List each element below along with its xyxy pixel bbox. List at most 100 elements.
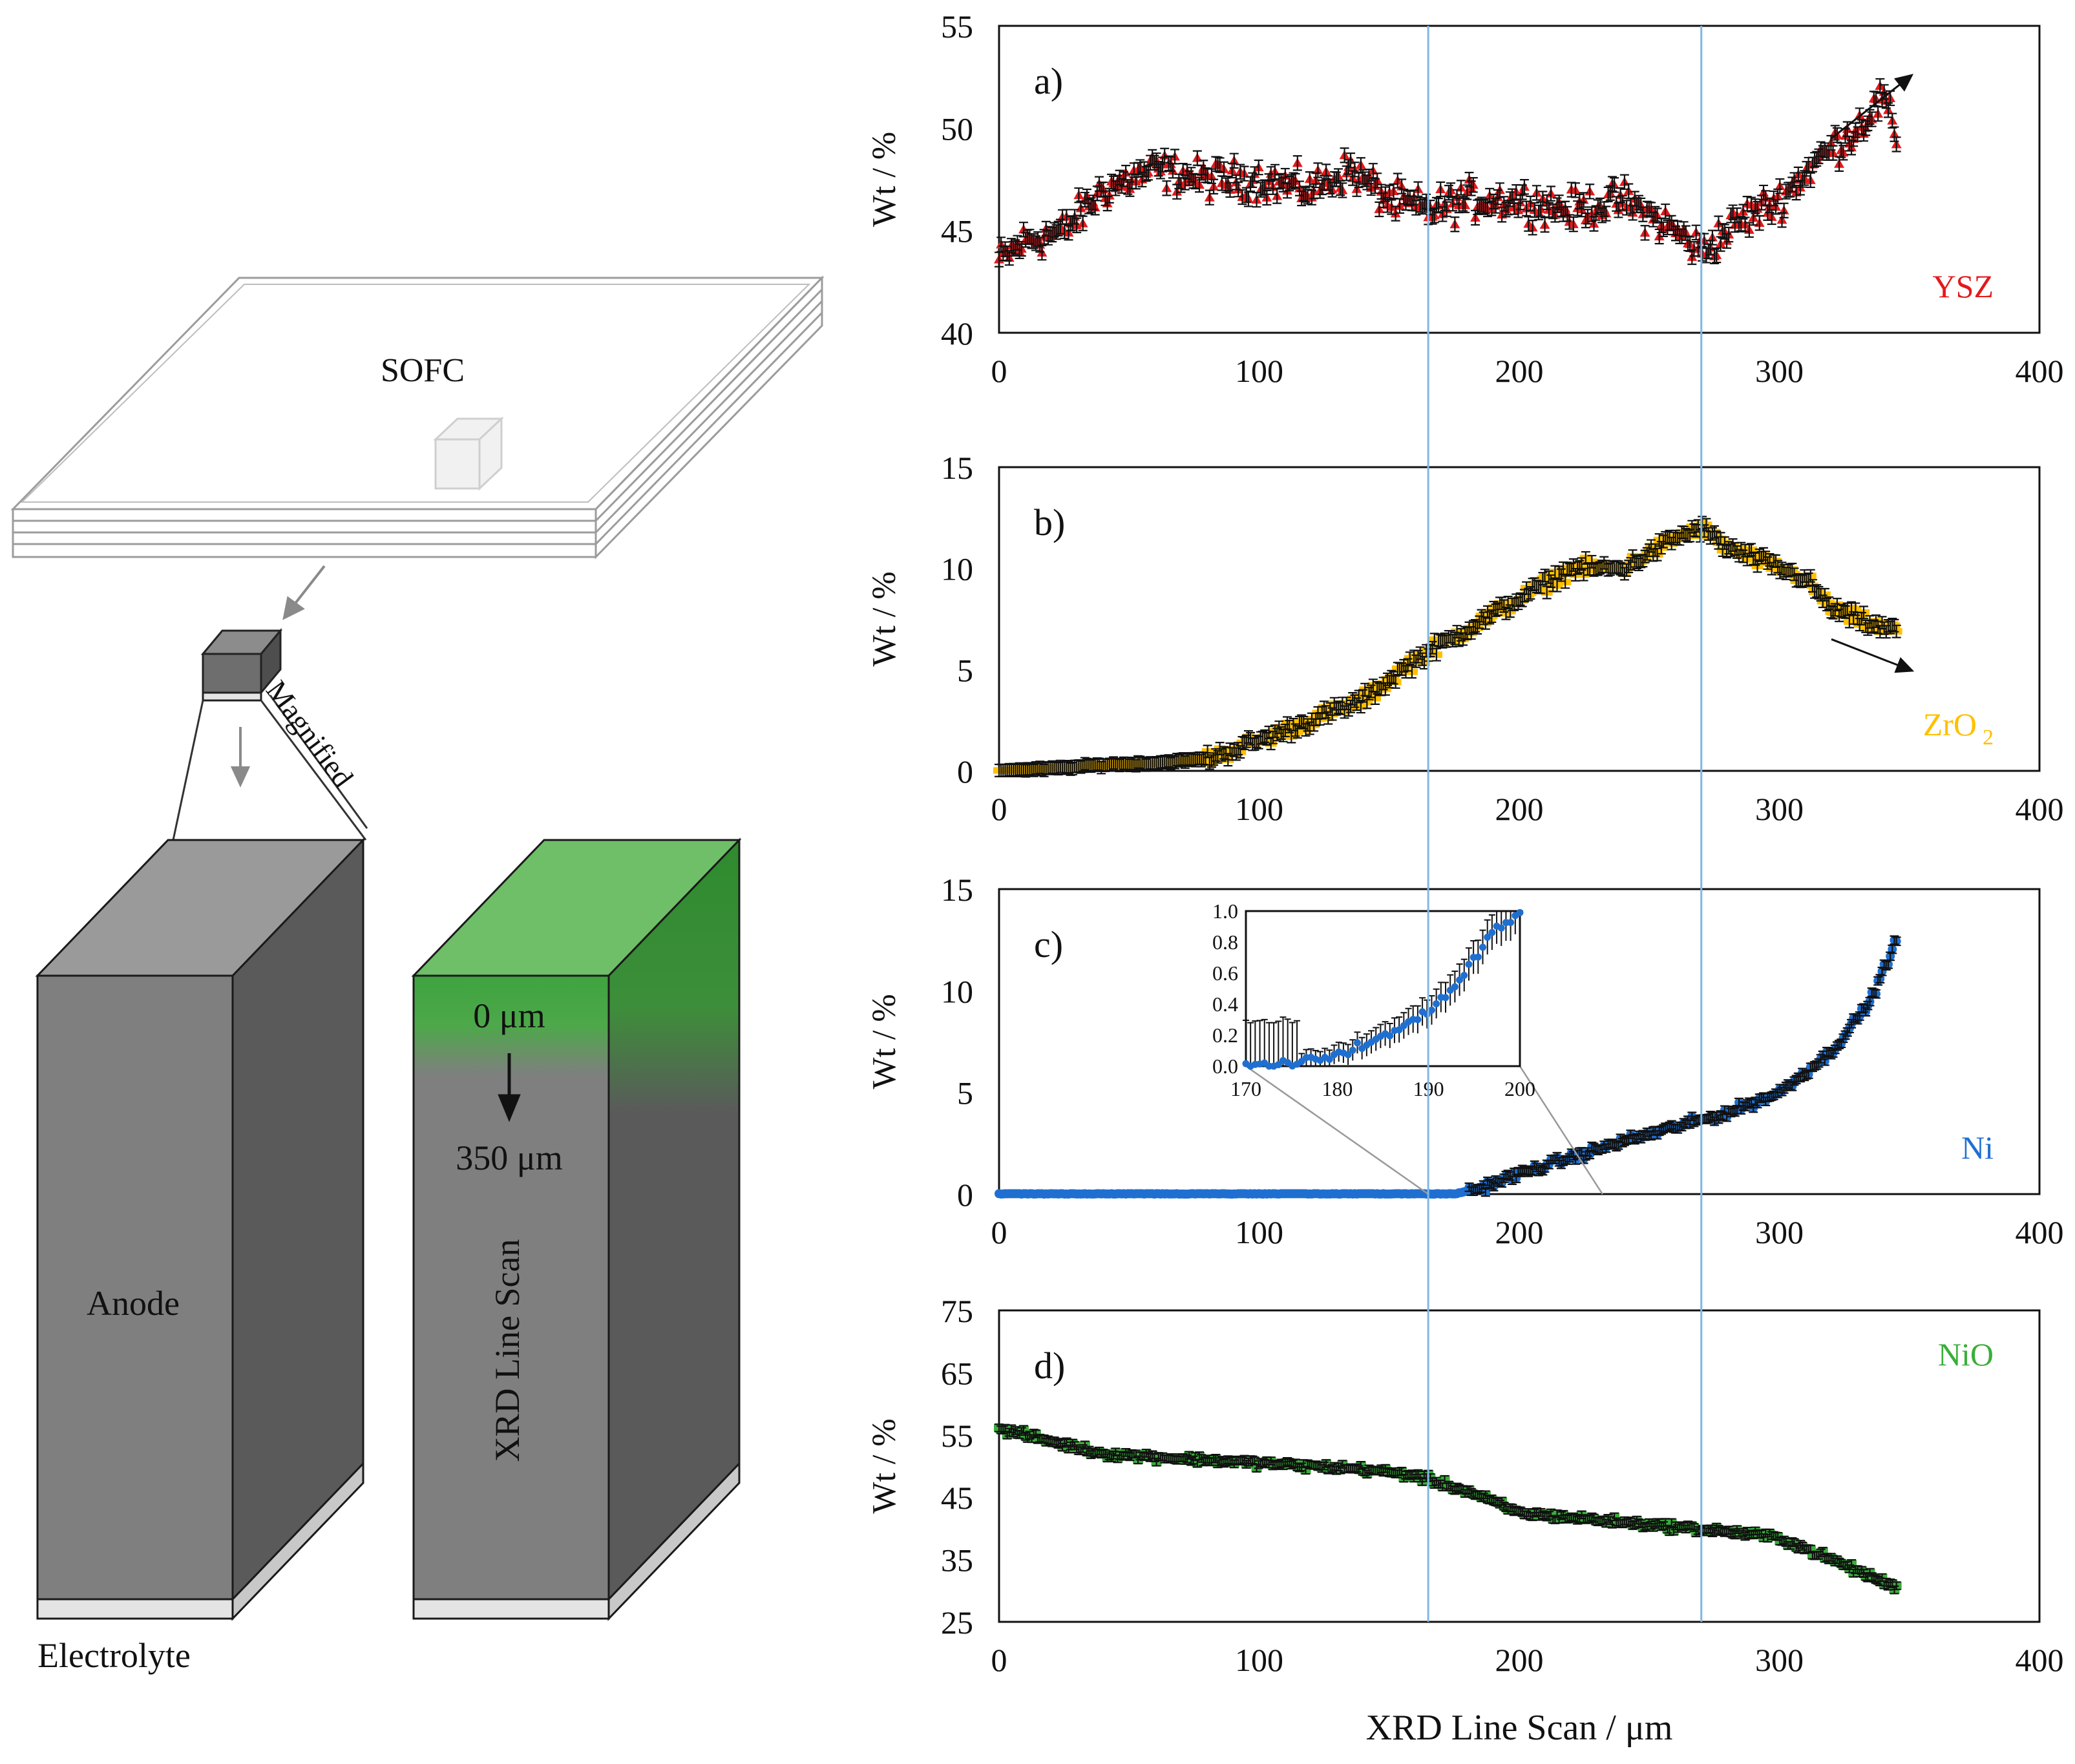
error-bar [1264,726,1274,740]
error-bar [996,236,1006,253]
error-bar [1027,1434,1037,1444]
inset-y-tick-label: 0.2 [1212,1024,1238,1047]
error-bar [1775,178,1785,194]
scan-block [411,837,742,1621]
y-tick-label: 5 [957,652,973,688]
error-bar [1710,1116,1720,1126]
inset-data-point [1479,943,1487,951]
error-bar [1838,145,1848,161]
error-bar [1342,165,1351,182]
error-bar [1413,181,1423,197]
error-bar [1687,249,1697,266]
error-bar [1634,558,1644,572]
inset-error-bar [1270,1022,1278,1066]
error-bar [1873,620,1883,635]
error-bar [1835,608,1844,622]
error-bar [1642,200,1652,217]
error-bar [1515,592,1525,606]
error-bar [1891,936,1901,947]
error-bar [1152,152,1161,169]
error-bar [1011,239,1020,255]
error-bar [1890,126,1899,142]
error-bar [1141,1449,1151,1458]
error-bar [1798,574,1807,588]
error-bar [1016,240,1026,257]
error-bar [1800,170,1809,186]
error-bar [1681,225,1691,241]
error-bar [1480,1490,1490,1500]
error-bar [1740,216,1750,233]
error-bar [1205,189,1214,205]
error-bar [1859,125,1869,142]
error-bar [1313,162,1323,178]
x-tick-label: 0 [991,791,1007,827]
error-bar [1538,572,1548,586]
sofc-plate [10,275,825,560]
error-bar [1891,136,1901,152]
error-bar [1276,173,1286,189]
y-tick-label: 10 [941,551,973,587]
error-bar [1765,1528,1775,1538]
magnification-lines [172,695,368,841]
error-bar [1756,194,1766,211]
error-bar [1440,195,1449,212]
error-bar [1331,171,1341,187]
error-bar [1018,763,1028,777]
error-bar [1468,177,1478,193]
inset-data-point [1465,960,1473,968]
error-bar [1125,1452,1135,1462]
x-tick-label: 300 [1755,1214,1804,1250]
y-tick-label: 0 [957,753,973,790]
error-bar [1317,706,1327,720]
error-bar [1452,625,1462,639]
error-bar [1482,201,1492,218]
error-bar [1452,189,1462,205]
error-bar [1659,534,1669,549]
error-bars [1464,935,1901,1197]
error-bar [1587,554,1597,569]
error-bar [1603,563,1613,577]
y-tick-label: 55 [941,8,973,45]
error-bar [1307,189,1316,205]
inset-points [1242,908,1524,1070]
inset-x-tick-label: 170 [1230,1077,1261,1100]
error-bar [1861,120,1871,136]
error-bar [1239,165,1249,182]
error-bar [1411,654,1421,668]
error-bar [1434,197,1444,214]
error-bar [1526,586,1535,600]
x-tick-label: 100 [1235,1642,1283,1678]
error-bar [1767,562,1776,576]
electrolyte-label: Electrolyte [37,1636,191,1675]
error-bar [1186,753,1196,767]
sample-cube [200,627,283,702]
error-bar [1270,724,1280,739]
error-bar [1397,662,1407,676]
error-bar [1763,1533,1773,1543]
electrolyte-side [231,1461,364,1621]
error-bar [1252,191,1261,208]
error-bar [1863,115,1873,132]
inset-error-bar [1294,1020,1301,1066]
error-bar [1317,1464,1327,1473]
error-bar [1397,178,1407,194]
error-bar [1722,545,1732,559]
scan-direction-arrow-icon [498,1053,521,1122]
error-bar [1352,181,1362,197]
inset-error-bar [1247,1022,1254,1066]
x-tick-label: 200 [1495,353,1544,389]
error-bar [1076,760,1086,774]
inset-x-tick-label: 200 [1504,1077,1535,1100]
error-bar [1891,624,1901,638]
inset-data-point [1442,994,1449,1002]
inset-data-point [1516,908,1524,916]
error-bar [1254,159,1263,176]
error-bar [1816,141,1826,157]
error-bar [1601,1518,1611,1528]
error-bar [1084,198,1094,215]
error-bar [1626,557,1636,571]
error-bar [1847,140,1857,156]
error-bar [1556,568,1566,582]
error-bar [1294,180,1304,196]
error-bars [995,516,1901,778]
